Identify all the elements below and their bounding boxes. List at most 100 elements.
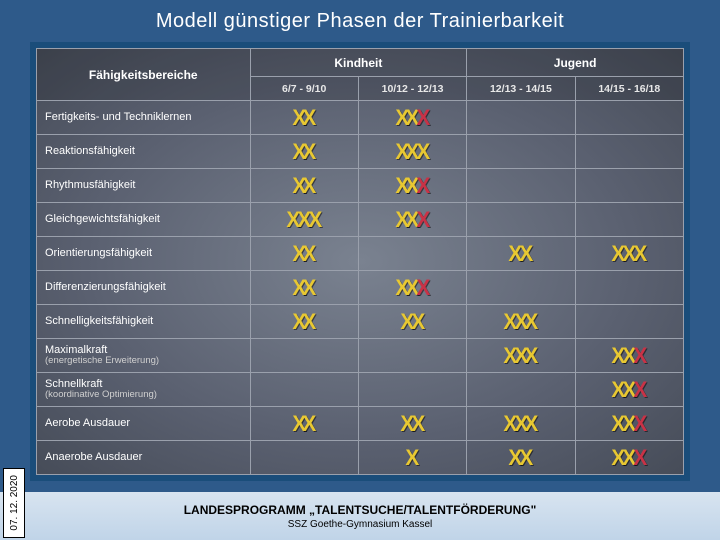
cell xyxy=(250,339,358,373)
x-mark-red: X xyxy=(633,445,647,471)
cell xyxy=(575,169,683,203)
x-mark-yellow: X xyxy=(416,139,430,165)
footer-school: SSZ Goethe-Gymnasium Kassel xyxy=(288,519,433,530)
cell xyxy=(250,373,358,407)
cell xyxy=(575,203,683,237)
table-row: ReaktionsfähigkeitXXXXX xyxy=(37,135,684,169)
x-mark-yellow: X xyxy=(308,207,322,233)
cell: XXX xyxy=(358,135,466,169)
x-mark-yellow: X xyxy=(633,241,647,267)
x-mark-yellow: X xyxy=(303,275,317,301)
cell: XXX xyxy=(358,169,466,203)
cell: XX xyxy=(250,169,358,203)
table-row: Fertigkeits- und TechniklernenXXXXX xyxy=(37,101,684,135)
cell xyxy=(358,373,466,407)
cell: XXX xyxy=(575,407,683,441)
table-row: Maximalkraft(energetische Erweiterung)XX… xyxy=(37,339,684,373)
col-sub-2: 12/13 - 14/15 xyxy=(467,77,575,101)
row-label: Schnelligkeitsfähigkeit xyxy=(37,305,251,339)
x-mark-yellow: X xyxy=(303,411,317,437)
x-mark-red: X xyxy=(416,173,430,199)
cell xyxy=(358,237,466,271)
cell: XX xyxy=(358,305,466,339)
row-label: Rhythmusfähigkeit xyxy=(37,169,251,203)
footer-program: LANDESPROGRAMM „TALENTSUCHE/TALENTFÖRDER… xyxy=(184,503,537,517)
date-box: 07. 12. 2020 xyxy=(3,468,25,538)
x-mark-yellow: X xyxy=(406,445,420,471)
x-mark-red: X xyxy=(416,105,430,131)
cell: XXX xyxy=(358,203,466,237)
cell: XXX xyxy=(467,305,575,339)
cell: XX xyxy=(467,237,575,271)
cell xyxy=(575,305,683,339)
cell xyxy=(467,373,575,407)
cell xyxy=(467,203,575,237)
cell: XX xyxy=(250,237,358,271)
footer-bar: LANDESPROGRAMM „TALENTSUCHE/TALENTFÖRDER… xyxy=(0,492,720,540)
x-mark-yellow: X xyxy=(525,343,539,369)
col-sub-0: 6/7 - 9/10 xyxy=(250,77,358,101)
cell: XX xyxy=(250,101,358,135)
slide-title: Modell günstiger Phasen der Trainierbark… xyxy=(0,0,720,42)
x-mark-yellow: X xyxy=(519,445,533,471)
row-label: Schnellkraft(koordinative Optimierung) xyxy=(37,373,251,407)
row-label: Aerobe Ausdauer xyxy=(37,407,251,441)
x-mark-red: X xyxy=(416,275,430,301)
x-mark-red: X xyxy=(633,377,647,403)
x-mark-yellow: X xyxy=(411,411,425,437)
col-group-youth: Jugend xyxy=(467,49,684,77)
x-mark-yellow: X xyxy=(525,309,539,335)
x-mark-red: X xyxy=(633,343,647,369)
x-mark-yellow: X xyxy=(303,173,317,199)
cell: XX xyxy=(250,407,358,441)
row-label: Orientierungsfähigkeit xyxy=(37,237,251,271)
trainability-table-container: Fähigkeitsbereiche Kindheit Jugend 6/7 -… xyxy=(30,42,690,481)
cell xyxy=(467,271,575,305)
row-label: Reaktionsfähigkeit xyxy=(37,135,251,169)
x-mark-yellow: X xyxy=(411,309,425,335)
row-label: Anaerobe Ausdauer xyxy=(37,441,251,475)
cell: XX xyxy=(467,441,575,475)
x-mark-yellow: X xyxy=(303,105,317,131)
cell xyxy=(575,101,683,135)
cell: XXX xyxy=(467,407,575,441)
cell xyxy=(467,135,575,169)
date-text: 07. 12. 2020 xyxy=(9,475,20,531)
x-mark-yellow: X xyxy=(303,241,317,267)
x-mark-yellow: X xyxy=(303,139,317,165)
cell xyxy=(250,441,358,475)
cell: XXX xyxy=(575,373,683,407)
table-row: Anaerobe AusdauerXXXXXX xyxy=(37,441,684,475)
x-mark-red: X xyxy=(416,207,430,233)
col-sub-1: 10/12 - 12/13 xyxy=(358,77,466,101)
trainability-table: Fähigkeitsbereiche Kindheit Jugend 6/7 -… xyxy=(36,48,684,475)
row-label: Maximalkraft(energetische Erweiterung) xyxy=(37,339,251,373)
cell: X xyxy=(358,441,466,475)
cell: XXX xyxy=(358,101,466,135)
table-row: DifferenzierungsfähigkeitXXXXX xyxy=(37,271,684,305)
x-mark-yellow: X xyxy=(519,241,533,267)
cell: XX xyxy=(250,135,358,169)
cell: XXX xyxy=(575,441,683,475)
cell xyxy=(467,101,575,135)
row-label: Gleichgewichtsfähigkeit xyxy=(37,203,251,237)
cell xyxy=(358,339,466,373)
row-label: Fertigkeits- und Techniklernen xyxy=(37,101,251,135)
cell: XXX xyxy=(250,203,358,237)
row-label: Differenzierungsfähigkeit xyxy=(37,271,251,305)
cell: XXX xyxy=(575,339,683,373)
table-row: Aerobe AusdauerXXXXXXXXXX xyxy=(37,407,684,441)
cell: XX xyxy=(250,305,358,339)
cell xyxy=(467,169,575,203)
cell: XX xyxy=(358,407,466,441)
col-header-abilities: Fähigkeitsbereiche xyxy=(37,49,251,101)
table-row: SchnelligkeitsfähigkeitXXXXXXX xyxy=(37,305,684,339)
x-mark-red: X xyxy=(633,411,647,437)
cell xyxy=(575,135,683,169)
table-row: RhythmusfähigkeitXXXXX xyxy=(37,169,684,203)
cell: XXX xyxy=(467,339,575,373)
col-sub-3: 14/15 - 16/18 xyxy=(575,77,683,101)
table-head: Fähigkeitsbereiche Kindheit Jugend 6/7 -… xyxy=(37,49,684,101)
cell: XXX xyxy=(358,271,466,305)
x-mark-yellow: X xyxy=(525,411,539,437)
